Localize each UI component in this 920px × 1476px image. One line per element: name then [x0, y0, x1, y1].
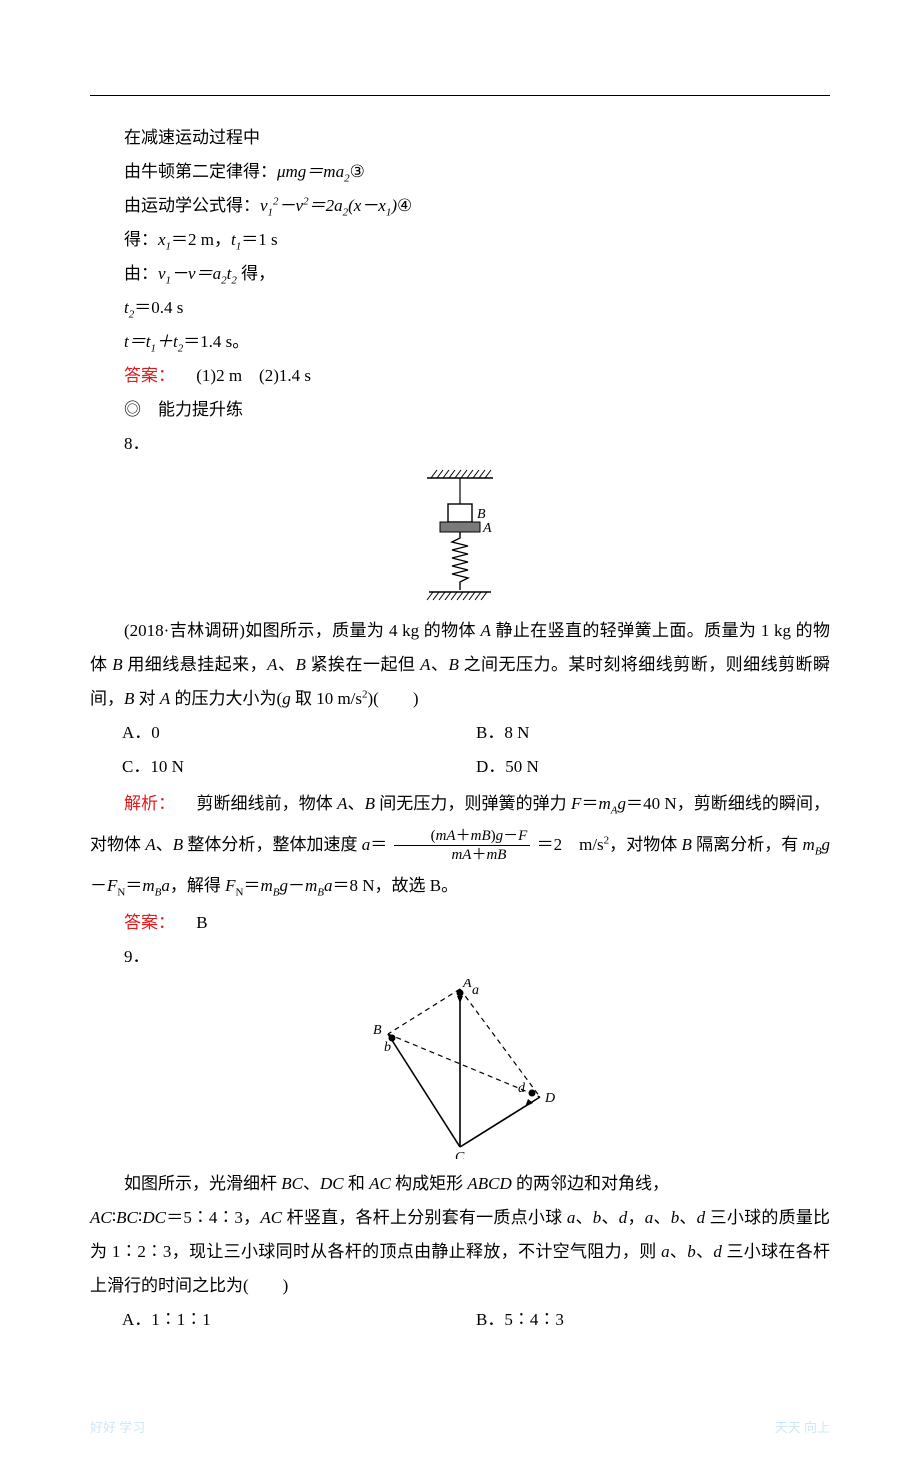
- var: A: [420, 655, 430, 674]
- q9-stem2: AC∶BC∶DC＝5∶4∶3，AC 杆竖直，各杆上分别套有一质点小球 a、b、d…: [90, 1201, 830, 1303]
- option-c: C．10 N: [122, 750, 476, 784]
- option-b: B．5∶4∶3: [476, 1303, 830, 1337]
- answer-text: B: [196, 913, 207, 932]
- body-line: 由运动学公式得：v12－v2＝2a2(x－x1)④: [90, 189, 830, 223]
- option-a: A．0: [122, 716, 476, 750]
- page-footer: 好好 学习 天天 向上: [90, 1337, 830, 1436]
- var: A: [160, 689, 170, 708]
- var: B: [124, 689, 134, 708]
- svg-text:d: d: [518, 1081, 526, 1096]
- txt: 对: [134, 689, 160, 708]
- q8-figure: B A: [407, 466, 513, 606]
- svg-text:b: b: [384, 1040, 391, 1055]
- q9-number: 9．: [90, 940, 830, 974]
- var: B: [295, 655, 305, 674]
- body-line: 得：x1＝2 m，t1＝1 s: [90, 223, 830, 257]
- body-line: 在减速运动过程中: [90, 121, 830, 155]
- answer-text: (1)2 m (2)1.4 s: [196, 366, 311, 385]
- q9-options: A．1∶1∶1 B．5∶4∶3: [122, 1303, 830, 1337]
- body-line: t2＝0.4 s: [90, 291, 830, 325]
- footer-right: 天天 向上: [775, 1417, 830, 1436]
- svg-text:B: B: [373, 1023, 382, 1038]
- option-d: D．50 N: [476, 750, 830, 784]
- var: A: [481, 621, 491, 640]
- svg-text:a: a: [472, 983, 479, 998]
- solution-label: 解析：: [124, 794, 175, 813]
- txt: 由运动学公式得：: [124, 196, 260, 215]
- txt: 、: [278, 655, 296, 674]
- eq: μmg＝ma2: [277, 162, 350, 181]
- section-mark: ◎: [124, 400, 141, 419]
- option-b: B．8 N: [476, 716, 830, 750]
- txt: 的压力大小为(g 取 10 m/s2)( ): [170, 689, 418, 708]
- txt: 、: [431, 655, 449, 674]
- q8-answer: 答案： B: [90, 906, 830, 940]
- svg-text:A: A: [482, 521, 492, 536]
- q9-stem1: 如图所示，光滑细杆 BC、DC 和 AC 构成矩形 ABCD 的两邻边和对角线，: [90, 1167, 830, 1201]
- var: B: [448, 655, 458, 674]
- q9-figure: A a B b D d C: [360, 979, 560, 1159]
- frac-num: (mA＋mB)g－F: [394, 828, 531, 847]
- section-heading: ◎ 能力提升练: [90, 393, 830, 427]
- txt: 紧挨在一起但: [306, 655, 420, 674]
- svg-text:C: C: [455, 1150, 465, 1159]
- txt: 用细线悬挂起来，: [123, 655, 268, 674]
- body-line: t＝t1＋t2＝1.4 s。: [90, 325, 830, 359]
- q8-stem: (2018·吉林调研)如图所示，质量为 4 kg 的物体 A 静止在竖直的轻弹簧…: [90, 614, 830, 716]
- frac-den: mA＋mB: [394, 846, 531, 864]
- section-title: 能力提升练: [158, 400, 243, 419]
- txt: 在减速运动过程中: [124, 128, 260, 147]
- txt: 由牛顿第二定律得：: [124, 162, 277, 181]
- q8-number: 8．: [90, 427, 830, 461]
- var: B: [112, 655, 122, 674]
- body-line: 由：v1－v＝a2t2 得，: [90, 257, 830, 291]
- body-line: 由牛顿第二定律得：μmg＝ma2③: [90, 155, 830, 189]
- answer-line: 答案： (1)2 m (2)1.4 s: [90, 359, 830, 393]
- top-rule: [90, 95, 830, 96]
- answer-label: 答案：: [124, 366, 175, 385]
- q8-solution: 解析： 剪断细线前，物体 A、B 间无压力，则弹簧的弹力 F＝mAg＝40 N，…: [90, 784, 830, 906]
- svg-text:B: B: [477, 507, 486, 522]
- svg-text:A: A: [462, 979, 472, 991]
- fraction: (mA＋mB)g－F mA＋mB: [394, 828, 531, 864]
- q8-options: A．0 B．8 N C．10 N D．50 N: [122, 716, 830, 784]
- option-a: A．1∶1∶1: [122, 1303, 476, 1337]
- eq: v12－v2＝2a2(x－x1): [260, 196, 397, 215]
- answer-label: 答案：: [124, 913, 175, 932]
- svg-text:D: D: [544, 1091, 555, 1106]
- txt: (2018·吉林调研)如图所示，质量为 4 kg 的物体: [124, 621, 481, 640]
- var: A: [267, 655, 277, 674]
- footer-left: 好好 学习: [90, 1417, 145, 1436]
